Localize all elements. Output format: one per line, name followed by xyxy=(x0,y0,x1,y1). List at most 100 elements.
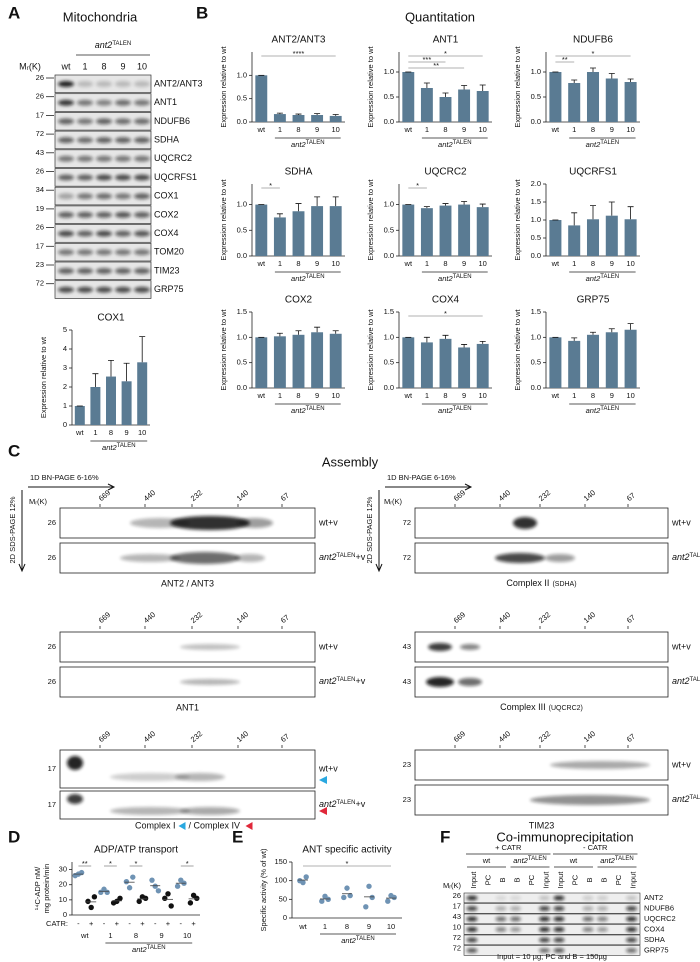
caption: Complex III (UQCRC2) xyxy=(500,702,583,712)
bar xyxy=(420,208,433,256)
panel-label: F xyxy=(440,827,450,846)
y-tick-label: 1.0 xyxy=(531,215,541,224)
group-label: ant2TALEN xyxy=(600,856,634,865)
error-bar xyxy=(627,206,634,220)
marker-label: 140 xyxy=(582,729,597,744)
band xyxy=(510,895,521,901)
mr-value: 72 xyxy=(36,129,44,138)
band xyxy=(458,678,482,686)
error-bar xyxy=(461,85,468,90)
protein-label: GRP75 xyxy=(644,945,669,954)
protein-label: COX4 xyxy=(154,228,179,238)
chart-title: SDHA xyxy=(285,167,313,178)
band xyxy=(58,137,74,144)
gel-box xyxy=(414,631,669,663)
band xyxy=(134,286,150,293)
band xyxy=(495,916,507,922)
bar xyxy=(106,376,116,425)
point xyxy=(117,895,123,902)
protein-label: COX4 xyxy=(644,924,664,933)
marker-label: 232 xyxy=(189,610,204,625)
bar xyxy=(568,225,581,256)
band xyxy=(170,516,250,530)
y-tick-label: 1.0 xyxy=(384,67,394,76)
point xyxy=(142,895,149,902)
point xyxy=(366,883,372,889)
x-axis-label-base: ant2 xyxy=(132,945,147,954)
y-tick-label: 0.0 xyxy=(384,383,394,392)
group-label: wt xyxy=(569,856,578,865)
band xyxy=(134,249,150,256)
marker-label: 669 xyxy=(452,729,467,744)
heading: Assembly xyxy=(322,454,379,469)
mr-value: 26 xyxy=(48,553,56,562)
error-bar xyxy=(123,362,130,382)
mr-value: 43 xyxy=(453,912,461,921)
bar xyxy=(586,219,600,256)
bar xyxy=(624,219,637,256)
row-label-tail: +v xyxy=(355,552,365,562)
band xyxy=(597,916,608,922)
mr-value: 26 xyxy=(36,92,44,101)
marker-arrow xyxy=(319,807,327,815)
marker-label: 440 xyxy=(142,488,157,503)
panel-label: B xyxy=(196,3,208,22)
y-tick-label: 30 xyxy=(59,865,67,874)
y-tick-label: 1.5 xyxy=(531,197,541,206)
error-bar xyxy=(295,330,302,335)
row-label: wt+v xyxy=(318,763,338,773)
error-bar xyxy=(295,203,302,212)
lane-label: 9 xyxy=(120,61,125,71)
x-tick-label: wt xyxy=(257,125,266,134)
band xyxy=(626,906,637,911)
chart-title: ANT1 xyxy=(433,35,459,46)
bar xyxy=(476,91,489,122)
y-tick-label: 0.0 xyxy=(531,251,541,260)
panel-label: E xyxy=(232,827,243,846)
row-label: ant2TALEN+v xyxy=(319,552,366,562)
y-tick-label: 0.5 xyxy=(384,358,394,367)
band xyxy=(134,81,150,87)
series-label: - xyxy=(103,919,106,928)
bar xyxy=(121,381,132,425)
bar xyxy=(74,406,85,425)
band xyxy=(553,927,565,932)
panel-label: A xyxy=(8,3,20,22)
y-axis-label: Expression relative to wt xyxy=(513,308,522,390)
marker-label: 67 xyxy=(625,491,637,503)
point xyxy=(126,885,133,891)
row-label: ant2TALEN+v xyxy=(319,799,366,809)
x-tick-label: wt xyxy=(298,922,307,931)
row-label: wt+v xyxy=(671,517,691,527)
band xyxy=(466,948,478,953)
band xyxy=(426,677,454,687)
band xyxy=(466,927,478,932)
blot-strip xyxy=(463,892,641,904)
band xyxy=(237,518,273,528)
caption: ANT2 / ANT3 xyxy=(161,578,214,588)
group-label: - CATR xyxy=(583,843,608,852)
band xyxy=(134,99,150,106)
mr-value: 17 xyxy=(48,764,56,773)
x-tick-label: 1 xyxy=(278,391,282,400)
lane-label: PC xyxy=(527,874,536,885)
band xyxy=(553,916,565,922)
bar xyxy=(458,89,471,122)
sig-label: ** xyxy=(562,55,568,64)
marker-label: 440 xyxy=(497,488,512,503)
y-tick-label: 0.0 xyxy=(384,251,394,260)
band xyxy=(466,916,478,922)
band xyxy=(582,895,594,901)
sig-label: * xyxy=(592,49,595,58)
x-tick-label: 8 xyxy=(591,125,595,134)
group-label-base: ant2 xyxy=(95,40,113,50)
marker-label: 67 xyxy=(279,732,291,744)
band xyxy=(495,553,545,563)
x-tick-label: 8 xyxy=(296,125,300,134)
x-tick-label: wt xyxy=(80,931,89,940)
group-label-sup: TALEN xyxy=(528,856,547,862)
point xyxy=(130,874,136,880)
bar xyxy=(549,220,562,256)
lane-label: 10 xyxy=(137,61,147,71)
error-bar xyxy=(314,196,321,207)
